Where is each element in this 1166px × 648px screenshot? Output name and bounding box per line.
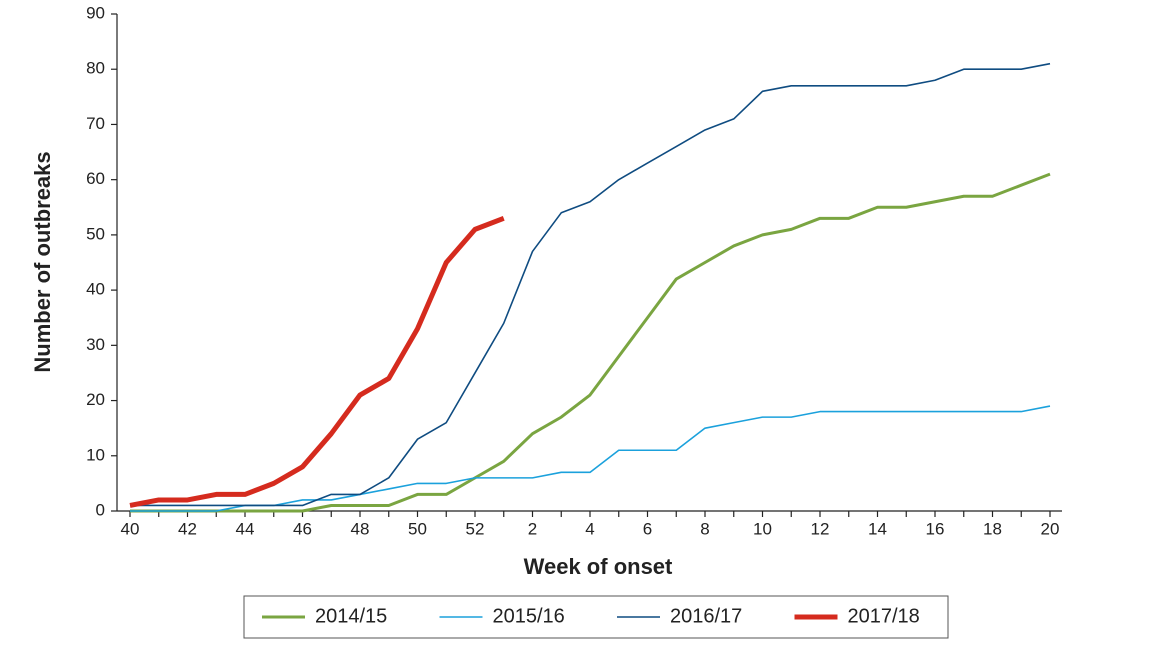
y-tick-label: 0 xyxy=(96,500,105,519)
y-tick-label: 90 xyxy=(86,3,105,22)
legend-label: 2017/18 xyxy=(848,605,920,627)
x-tick-label: 6 xyxy=(643,519,652,538)
x-tick-label: 2 xyxy=(528,519,537,538)
y-tick-label: 50 xyxy=(86,224,105,243)
series-line xyxy=(130,172,1051,513)
series-line xyxy=(129,215,505,508)
legend-label: 2014/15 xyxy=(315,605,387,627)
x-tick-label: 52 xyxy=(466,519,485,538)
legend-box xyxy=(243,595,949,639)
x-tick-label: 12 xyxy=(811,519,830,538)
y-tick-label: 80 xyxy=(86,59,105,78)
x-axis-label: Week of onset xyxy=(524,554,673,579)
y-tick-label: 60 xyxy=(86,169,105,188)
x-tick-label: 10 xyxy=(753,519,772,538)
x-tick-label: 40 xyxy=(121,519,140,538)
x-tick-label: 8 xyxy=(700,519,709,538)
series-line xyxy=(130,405,1051,512)
x-tick-label: 4 xyxy=(585,519,594,538)
legend-label: 2015/16 xyxy=(493,605,565,627)
x-tick-label: 18 xyxy=(983,519,1002,538)
x-tick-label: 14 xyxy=(868,519,887,538)
x-tick-label: 20 xyxy=(1041,519,1060,538)
y-tick-label: 20 xyxy=(86,390,105,409)
x-tick-label: 44 xyxy=(236,519,255,538)
x-tick-label: 16 xyxy=(926,519,945,538)
x-tick-label: 50 xyxy=(408,519,427,538)
y-tick-label: 70 xyxy=(86,114,105,133)
y-tick-label: 40 xyxy=(86,280,105,299)
x-tick-label: 42 xyxy=(178,519,197,538)
series-line xyxy=(130,62,1051,507)
x-tick-label: 46 xyxy=(293,519,312,538)
y-axis-label: Number of outbreaks xyxy=(30,151,55,372)
legend-label: 2016/17 xyxy=(670,605,742,627)
x-tick-label: 48 xyxy=(351,519,370,538)
y-tick-label: 10 xyxy=(86,445,105,464)
y-tick-label: 30 xyxy=(86,335,105,354)
